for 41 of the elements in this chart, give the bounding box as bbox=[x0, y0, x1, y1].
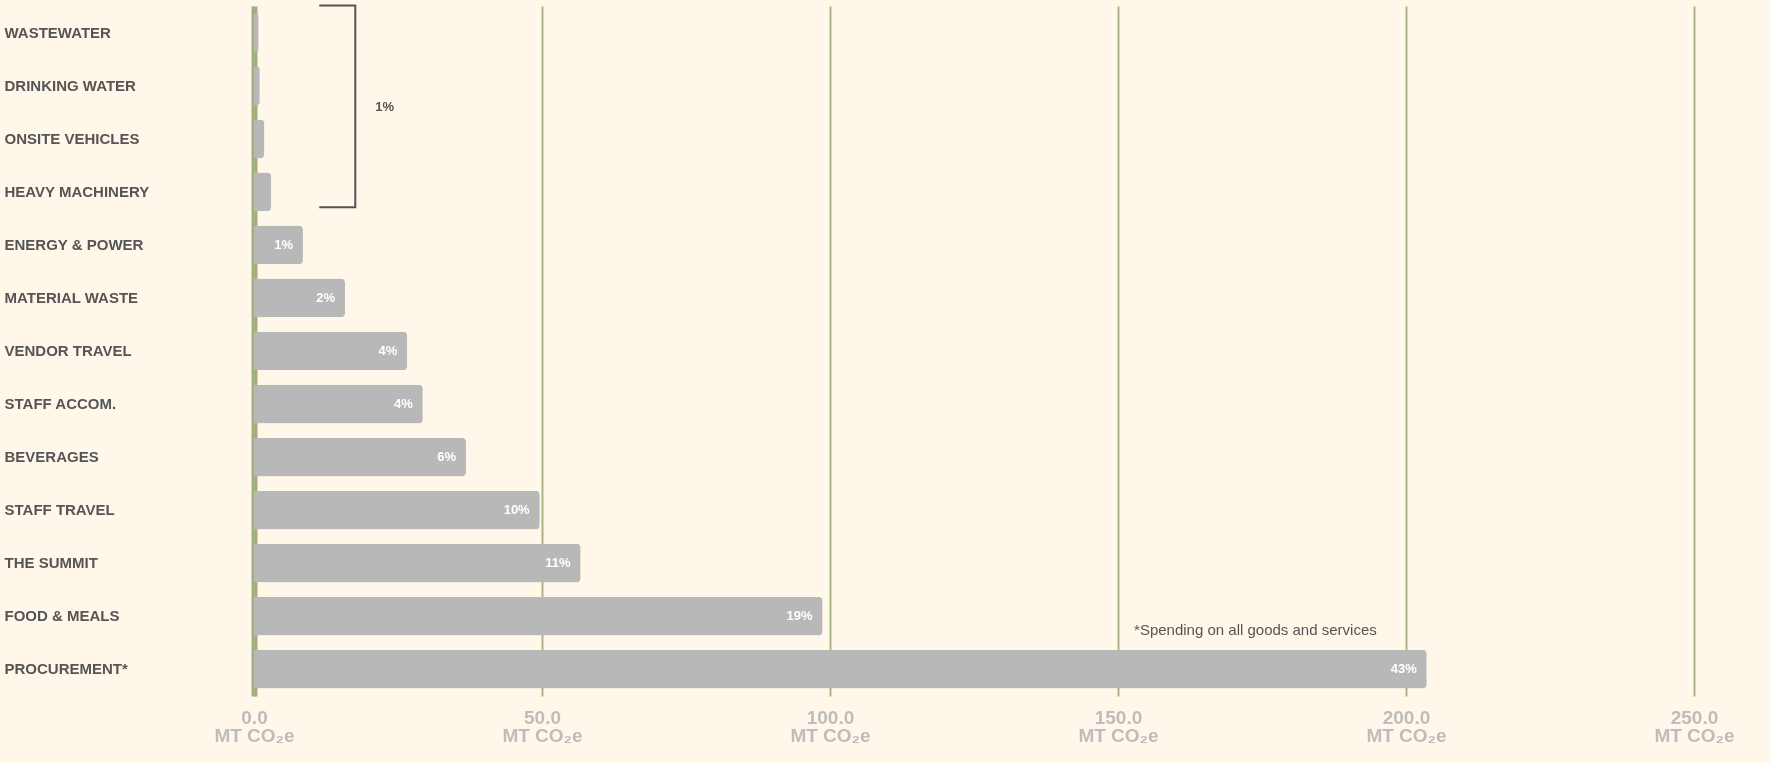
bar bbox=[254, 119, 265, 159]
bar bbox=[254, 490, 540, 530]
y-tick-label: DRINKING WATER bbox=[4, 76, 137, 94]
annotation: 19% bbox=[786, 608, 813, 624]
y-tick-label: ENERGY & POWER bbox=[4, 235, 144, 253]
annotation: 1% bbox=[274, 236, 294, 252]
bar bbox=[254, 437, 466, 477]
y-tick-label: WASTEWATER bbox=[4, 23, 112, 41]
bar bbox=[254, 649, 1427, 689]
x-tick-label: 50.0 MT CO₂e bbox=[502, 706, 583, 746]
y-tick-label: THE SUMMIT bbox=[4, 554, 98, 572]
bar bbox=[254, 543, 581, 583]
annotation: 43% bbox=[1390, 661, 1418, 677]
annotation: 4% bbox=[393, 396, 414, 412]
bar bbox=[254, 596, 823, 636]
y-tick-label: BEVERAGES bbox=[4, 448, 99, 466]
y-tick-label: ONSITE VEHICLES bbox=[4, 129, 140, 147]
y-tick-label: PROCUREMENT* bbox=[4, 660, 128, 678]
x-tick-label: 0.0 MT CO₂e bbox=[214, 706, 295, 746]
annotation: 6% bbox=[437, 449, 457, 465]
bar bbox=[254, 278, 346, 318]
x-tick-label: 250.0 MT CO₂e bbox=[1654, 706, 1735, 746]
y-tick-label: STAFF ACCOM. bbox=[4, 395, 117, 413]
y-tick-label: FOOD & MEALS bbox=[4, 607, 120, 625]
x-tick-label: 150.0 MT CO₂e bbox=[1078, 706, 1159, 746]
bar bbox=[254, 331, 408, 371]
bar bbox=[254, 225, 303, 265]
annotation: 1% bbox=[375, 99, 395, 115]
bar bbox=[254, 172, 272, 212]
bar bbox=[254, 384, 423, 424]
y-tick-label: VENDOR TRAVEL bbox=[4, 342, 132, 359]
y-tick-label: HEAVY MACHINERY bbox=[4, 182, 150, 200]
annotation: 11% bbox=[545, 555, 572, 571]
x-tick-label: 100.0 MT CO₂e bbox=[790, 706, 871, 746]
y-tick-label: MATERIAL WASTE bbox=[4, 288, 139, 306]
annotation: 10% bbox=[503, 502, 531, 518]
x-tick-label: 200.0 MT CO₂e bbox=[1366, 706, 1447, 746]
y-tick-label: STAFF TRAVEL bbox=[4, 501, 115, 519]
annotation: *Spending on all goods and services bbox=[1134, 620, 1377, 638]
annotation: 2% bbox=[316, 289, 336, 305]
annotation: 4% bbox=[378, 343, 398, 358]
